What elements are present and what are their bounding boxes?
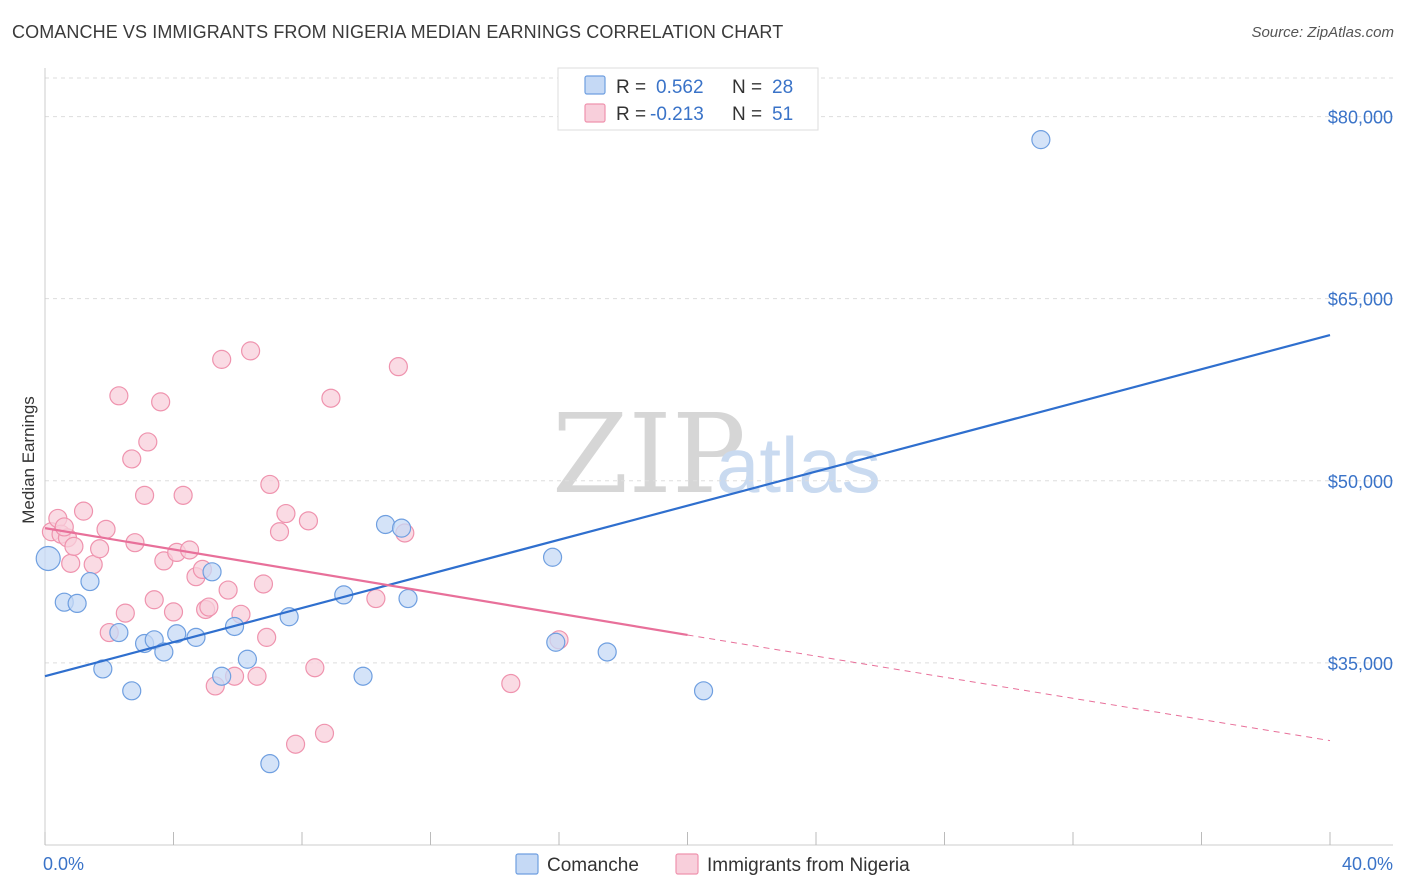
nigeria-point bbox=[285, 734, 306, 754]
gridlines bbox=[45, 77, 1393, 664]
nigeria-point bbox=[134, 485, 155, 505]
legend-r-value-nigeria: -0.213 bbox=[650, 104, 704, 125]
x-tick-label-max: 40.0% bbox=[1342, 854, 1393, 874]
comanche-series bbox=[35, 130, 1051, 774]
nigeria-point bbox=[138, 432, 158, 452]
nigeria-point bbox=[218, 580, 238, 600]
nigeria-point bbox=[109, 386, 129, 406]
comanche-point bbox=[237, 649, 257, 669]
nigeria-point bbox=[90, 539, 110, 559]
nigeria-point bbox=[199, 597, 219, 617]
nigeria-point bbox=[388, 357, 408, 377]
nigeria-point bbox=[73, 501, 94, 521]
y-tick-label-65000: $65,000 bbox=[1328, 290, 1393, 310]
series-legend: Comanche Immigrants from Nigeria bbox=[515, 853, 910, 876]
chart-title: COMANCHE VS IMMIGRANTS FROM NIGERIA MEDI… bbox=[12, 22, 784, 42]
comanche-point bbox=[35, 545, 61, 572]
nigeria-point bbox=[144, 590, 164, 610]
bottom-legend-label-nigeria: Immigrants from Nigeria bbox=[707, 855, 910, 876]
nigeria-point bbox=[163, 602, 184, 622]
comanche-point bbox=[546, 632, 566, 652]
nigeria-point bbox=[305, 658, 325, 678]
nigeria-point bbox=[260, 474, 280, 495]
nigeria-point bbox=[366, 588, 386, 609]
comanche-point bbox=[391, 518, 412, 538]
comanche-point bbox=[597, 642, 617, 662]
nigeria-point bbox=[115, 603, 135, 623]
comanche-point bbox=[693, 681, 714, 701]
x-axis-tick-marks bbox=[44, 832, 1331, 845]
watermark: ZIP atlas bbox=[552, 390, 881, 518]
legend-r-value-comanche: 0.562 bbox=[656, 77, 704, 98]
comanche-point bbox=[167, 624, 187, 644]
x-tick-label-min: 0.0% bbox=[43, 854, 84, 874]
nigeria-point bbox=[151, 392, 171, 412]
nigeria-point bbox=[269, 522, 290, 542]
nigeria-trend-line-extended bbox=[687, 634, 1331, 742]
legend-r-label-comanche: R = bbox=[616, 77, 646, 98]
nigeria-point bbox=[501, 673, 521, 694]
comanche-point bbox=[154, 642, 174, 662]
comanche-point bbox=[398, 588, 418, 609]
watermark-zip: ZIP bbox=[552, 390, 746, 518]
comanche-point bbox=[122, 681, 142, 701]
nigeria-point bbox=[96, 519, 116, 539]
bottom-legend-swatch-comanche bbox=[515, 853, 539, 875]
legend-n-label-comanche: N = bbox=[732, 77, 762, 98]
legend-n-value-nigeria: 51 bbox=[772, 104, 793, 125]
comanche-point bbox=[375, 514, 396, 535]
comanche-trend-line bbox=[44, 334, 1331, 678]
nigeria-trend-line bbox=[44, 527, 688, 637]
nigeria-point bbox=[212, 349, 232, 369]
comanche-point bbox=[67, 593, 87, 614]
nigeria-point bbox=[247, 666, 267, 686]
nigeria-point bbox=[179, 540, 200, 560]
y-tick-label-80000: $80,000 bbox=[1328, 108, 1393, 128]
nigeria-point bbox=[61, 553, 81, 573]
trend-lines bbox=[44, 334, 1331, 742]
nigeria-point bbox=[173, 485, 193, 505]
nigeria-point bbox=[314, 723, 335, 743]
legend-n-value-comanche: 28 bbox=[772, 77, 793, 98]
nigeria-point bbox=[276, 503, 296, 524]
legend-swatch-nigeria bbox=[584, 103, 606, 123]
y-axis-label: Median Earnings bbox=[19, 396, 38, 524]
nigeria-point bbox=[64, 536, 84, 556]
comanche-point bbox=[1031, 130, 1051, 150]
comanche-point bbox=[80, 571, 100, 592]
nigeria-point bbox=[122, 449, 142, 469]
comanche-point bbox=[109, 622, 129, 643]
nigeria-point bbox=[253, 574, 274, 594]
legend-swatch-comanche bbox=[584, 75, 606, 95]
correlation-legend: R = 0.562 N = 28 R = -0.213 N = 51 bbox=[557, 67, 819, 131]
nigeria-point bbox=[321, 388, 341, 408]
y-tick-label-35000: $35,000 bbox=[1328, 654, 1393, 674]
nigeria-point bbox=[257, 627, 277, 647]
comanche-point bbox=[186, 627, 206, 647]
nigeria-point bbox=[241, 341, 261, 361]
watermark-atlas: atlas bbox=[716, 421, 881, 509]
legend-r-label-nigeria: R = bbox=[616, 104, 646, 125]
y-tick-label-50000: $50,000 bbox=[1328, 472, 1393, 492]
nigeria-series bbox=[41, 341, 569, 754]
comanche-point bbox=[353, 666, 373, 686]
comanche-point bbox=[212, 666, 232, 686]
comanche-point bbox=[202, 562, 222, 582]
legend-n-label-nigeria: N = bbox=[732, 104, 762, 125]
source-label: Source: ZipAtlas.com bbox=[1251, 24, 1394, 41]
y-axis-ticks: $35,000 $50,000 $65,000 $80,000 bbox=[1328, 108, 1393, 674]
comanche-point bbox=[260, 754, 280, 774]
bottom-legend-label-comanche: Comanche bbox=[547, 855, 639, 876]
nigeria-point bbox=[298, 511, 319, 531]
comanche-point bbox=[542, 547, 563, 567]
bottom-legend-swatch-nigeria bbox=[675, 853, 699, 875]
